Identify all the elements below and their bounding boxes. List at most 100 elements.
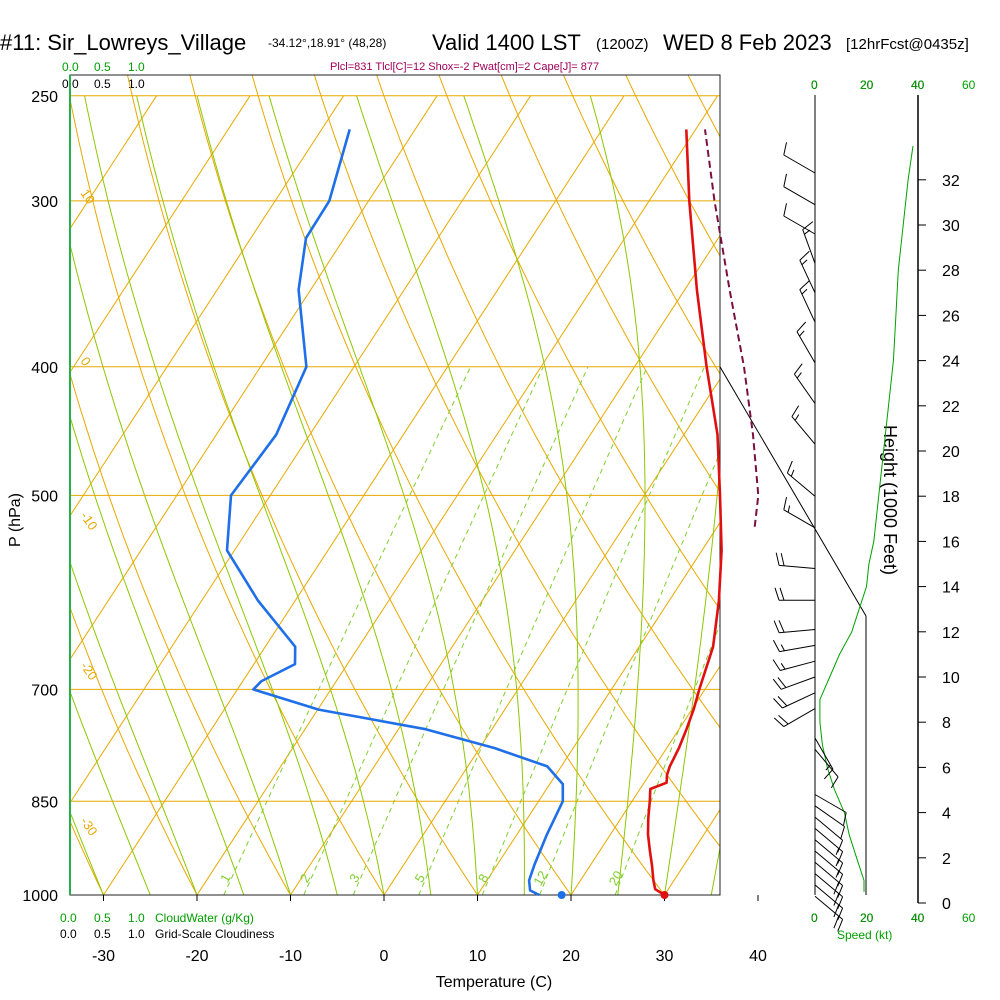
- top-green-scale-1: 0.5: [94, 60, 111, 74]
- surface-temperature-marker: [660, 891, 669, 899]
- utc-time: (1200Z): [596, 36, 649, 53]
- top-black-scale-1: 0.5: [94, 77, 111, 91]
- wind-top-black-1: 20: [860, 78, 874, 92]
- isotherm-line: [477, 521, 720, 895]
- wind-barb: [814, 828, 844, 864]
- bottom-black-scale-2: 1.0: [128, 927, 145, 941]
- x-tick-label: -20: [185, 948, 208, 965]
- wind-bottom-black-0: 0: [811, 911, 818, 925]
- height-tick-label: 16: [942, 534, 960, 551]
- wind-barb: [773, 708, 816, 728]
- isotherm-label: -30: [78, 814, 101, 838]
- wind-barb: [814, 748, 839, 789]
- wind-top-black-2: 40: [911, 78, 925, 92]
- forecast-date: WED 8 Feb 2023: [663, 30, 832, 55]
- isotherm-line: [852, 96, 1000, 895]
- x-tick-label: 20: [562, 948, 580, 965]
- moist-adiabat-line: [70, 690, 151, 895]
- mixing-ratio-label: 20: [606, 868, 626, 888]
- station-name: #11: Sir_Lowreys_Village: [0, 30, 246, 55]
- parcel-trace: [704, 129, 760, 527]
- wind-bottom-green-3: 60: [962, 911, 976, 925]
- mixing-ratio-label: 12: [530, 868, 550, 888]
- moist-adiabat-line: [196, 95, 432, 895]
- height-tick-label: 22: [942, 399, 960, 416]
- wind-barb: [814, 816, 844, 853]
- wind-barb: [783, 173, 816, 206]
- pressure-tick-label: 850: [31, 794, 58, 811]
- bottom-green-scale-1: 0.5: [94, 911, 111, 925]
- dewpoint-trace: [225, 129, 565, 897]
- wind-barb: [814, 839, 844, 876]
- mixing-ratio-line: [418, 366, 648, 895]
- height-axis-title: Height (1000 Feet): [880, 425, 900, 575]
- height-tick-label: 4: [942, 806, 951, 823]
- moist-adiabat-line: [70, 810, 104, 895]
- dry-adiabat-line: [70, 606, 198, 895]
- thermo-grid: [70, 75, 1000, 895]
- pressure-tick-label: 400: [31, 360, 58, 377]
- height-tick-label: 26: [942, 308, 960, 325]
- wind-top-green-2: 40: [911, 78, 925, 92]
- pressure-tick-label: 700: [31, 682, 58, 699]
- x-tick-label: 30: [656, 948, 674, 965]
- bottom-black-scale-1: 0.5: [94, 927, 111, 941]
- wind-barb: [793, 363, 816, 404]
- wind-barb: [814, 895, 844, 932]
- dry-adiabat-line: [313, 75, 720, 848]
- valid-time: Valid 1400 LST: [432, 30, 581, 55]
- top-green-scale-2: 1.0: [128, 60, 145, 74]
- mixing-ratio-line: [614, 623, 720, 895]
- x-tick-label: 0: [380, 948, 389, 965]
- mixing-ratio-line: [352, 366, 589, 895]
- chart-header: #11: Sir_Lowreys_Village -34.12°,18.91° …: [0, 30, 969, 73]
- height-tick-label: 14: [942, 580, 960, 597]
- dry-adiabat-line: [70, 96, 385, 895]
- height-tick-label: 20: [942, 444, 960, 461]
- wind-bottom-green-2: 40: [911, 911, 925, 925]
- cloudiness-label: Grid-Scale Cloudiness: [155, 927, 274, 941]
- sounding-traces: [225, 129, 760, 899]
- moist-adiabat-line: [268, 95, 478, 895]
- wind-barb: [773, 620, 816, 634]
- wind-barb: [814, 794, 847, 826]
- moist-adiabat-line: [136, 95, 385, 895]
- wind-top-green-0: 0: [811, 78, 818, 92]
- pressure-tick-label: 300: [31, 194, 58, 211]
- wind-top-black-0: 0: [811, 78, 818, 92]
- dry-adiabat-line: [126, 75, 479, 895]
- wind-barb: [814, 861, 844, 898]
- height-tick-label: 32: [942, 173, 960, 190]
- moist-adiabat-line: [84, 95, 338, 895]
- x-tick-label: 10: [469, 948, 487, 965]
- plot-border: [69, 74, 721, 896]
- wind-barb: [814, 873, 844, 909]
- mixing-ratio-line: [539, 451, 720, 895]
- stability-indices: Plcl=831 Tlcl[C]=12 Shox=-2 Pwat[cm]=2 C…: [330, 61, 599, 73]
- y-axis-title: P (hPa): [7, 493, 24, 547]
- wind-top-green-1: 20: [860, 78, 874, 92]
- wind-panel: [772, 95, 914, 932]
- mixing-ratio-line: [481, 366, 705, 895]
- dry-adiabat-line: [70, 820, 105, 895]
- wind-barb: [799, 280, 816, 323]
- dry-adiabat-line: [500, 75, 720, 493]
- wind-barb: [799, 250, 816, 294]
- moist-adiabat-line: [463, 95, 579, 895]
- wind-barb: [786, 460, 816, 497]
- dry-adiabat-line: [189, 75, 572, 895]
- wind-barb: [772, 659, 816, 671]
- mixing-ratio-label: 1: [217, 871, 234, 885]
- x-tick-label: -30: [92, 948, 115, 965]
- dry-adiabat-line: [70, 372, 292, 895]
- wind-bottom-green-1: 20: [860, 911, 874, 925]
- moist-adiabat-line: [70, 415, 245, 895]
- mixing-ratio-line: [303, 366, 544, 895]
- surface-dewpoint-marker: [557, 891, 566, 899]
- wind-barb: [814, 884, 844, 921]
- pressure-tick-label: 500: [31, 488, 58, 505]
- wind-top-green-3: 60: [962, 78, 976, 92]
- wind-barb: [783, 142, 816, 174]
- wind-bottom-green-0: 0: [811, 911, 818, 925]
- wind-barb: [814, 805, 845, 840]
